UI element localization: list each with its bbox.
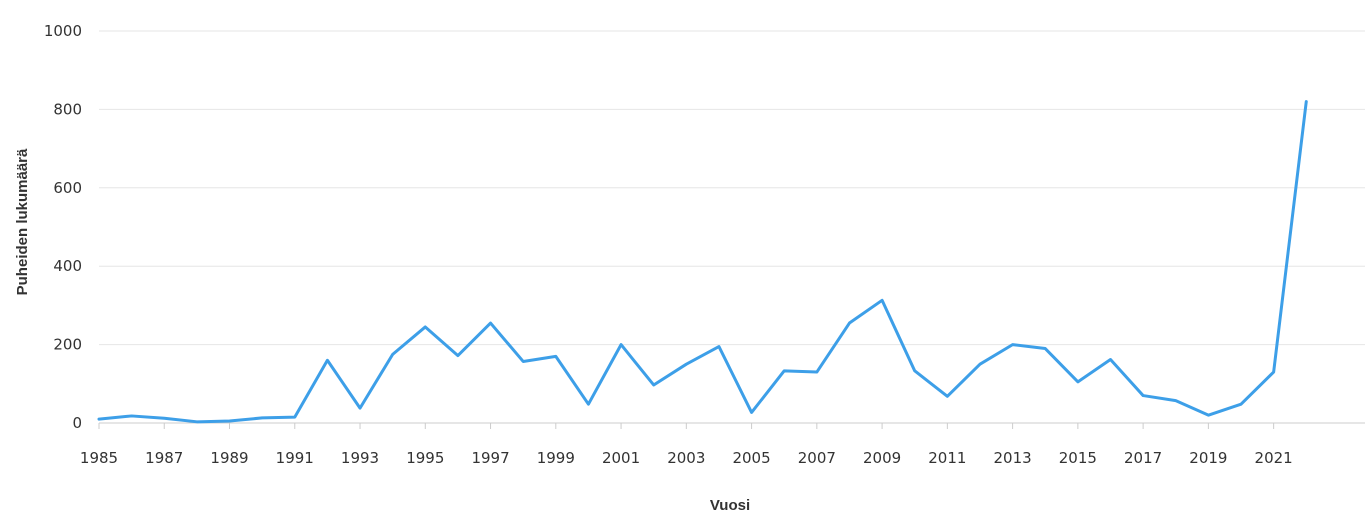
data-point[interactable] xyxy=(517,355,529,367)
data-point[interactable] xyxy=(158,412,170,424)
x-axis-title: Vuosi xyxy=(710,497,750,514)
data-point[interactable] xyxy=(1268,366,1280,378)
data-point[interactable] xyxy=(582,398,594,410)
y-tick-label: 600 xyxy=(53,179,82,197)
data-point[interactable] xyxy=(1170,395,1182,407)
data-point[interactable] xyxy=(1202,409,1214,421)
x-tick-label: 2019 xyxy=(1189,449,1227,467)
x-tick-label: 2009 xyxy=(863,449,901,467)
x-tick-label: 1995 xyxy=(406,449,444,467)
data-point[interactable] xyxy=(1039,343,1051,355)
data-point[interactable] xyxy=(354,402,366,414)
x-tick-label: 2003 xyxy=(667,449,705,467)
data-point[interactable] xyxy=(485,317,497,329)
data-point[interactable] xyxy=(224,415,236,427)
y-tick-label: 0 xyxy=(72,414,82,432)
data-point[interactable] xyxy=(746,406,758,418)
data-point[interactable] xyxy=(1072,376,1084,388)
data-point[interactable] xyxy=(876,294,888,306)
x-tick-label: 1991 xyxy=(276,449,314,467)
x-tick-label: 2017 xyxy=(1124,449,1162,467)
series-line xyxy=(97,100,1308,424)
data-point[interactable] xyxy=(321,354,333,366)
data-point[interactable] xyxy=(289,411,301,423)
data-point[interactable] xyxy=(648,379,660,391)
x-axis-ticks: 1985 1987 1989 1991 1993 1995 1997 1999 2001 2003… xyxy=(80,449,1293,467)
data-point[interactable] xyxy=(974,358,986,370)
x-tick-label: 1997 xyxy=(471,449,509,467)
data-point[interactable] xyxy=(387,348,399,360)
data-point[interactable] xyxy=(419,321,431,333)
data-point[interactable] xyxy=(550,350,562,362)
data-point[interactable] xyxy=(941,390,953,402)
data-point[interactable] xyxy=(615,339,627,351)
x-tick-label: 2007 xyxy=(798,449,836,467)
data-point[interactable] xyxy=(909,365,921,377)
data-point[interactable] xyxy=(1235,398,1247,410)
x-tick-label: 2021 xyxy=(1255,449,1293,467)
y-tick-label: 200 xyxy=(53,336,82,354)
y-tick-label: 400 xyxy=(53,257,82,275)
y-axis-title: Puheiden lukumäärä xyxy=(14,148,31,295)
data-point[interactable] xyxy=(452,350,464,362)
x-axis xyxy=(98,422,1365,429)
data-point[interactable] xyxy=(1007,339,1019,351)
y-tick-label: 1000 xyxy=(44,22,82,40)
x-tick-label: 2013 xyxy=(994,449,1032,467)
x-tick-label: 1999 xyxy=(537,449,575,467)
series-layer xyxy=(93,96,1312,428)
x-tick-label: 2001 xyxy=(602,449,640,467)
x-tick-label: 1985 xyxy=(80,449,118,467)
x-tick-label: 2005 xyxy=(732,449,770,467)
data-point[interactable] xyxy=(778,365,790,377)
x-tick-label: 2011 xyxy=(928,449,966,467)
data-point[interactable] xyxy=(680,358,692,370)
x-tick-label: 1993 xyxy=(341,449,379,467)
data-point[interactable] xyxy=(811,366,823,378)
data-point[interactable] xyxy=(1300,96,1312,108)
data-point[interactable] xyxy=(1137,390,1149,402)
x-tick-label: 1989 xyxy=(210,449,248,467)
data-point[interactable] xyxy=(843,317,855,329)
data-point[interactable] xyxy=(713,341,725,353)
y-axis-ticks: 0 200 400 600 800 1000 xyxy=(44,22,82,432)
data-point[interactable] xyxy=(126,410,138,422)
x-tick-label: 1987 xyxy=(145,449,183,467)
data-point[interactable] xyxy=(1104,353,1116,365)
x-tick-label: 2015 xyxy=(1059,449,1097,467)
y-tick-label: 800 xyxy=(53,100,82,118)
data-point[interactable] xyxy=(256,412,268,424)
data-point[interactable] xyxy=(191,416,203,428)
data-point[interactable] xyxy=(93,413,105,425)
grid-lines xyxy=(99,30,1365,346)
